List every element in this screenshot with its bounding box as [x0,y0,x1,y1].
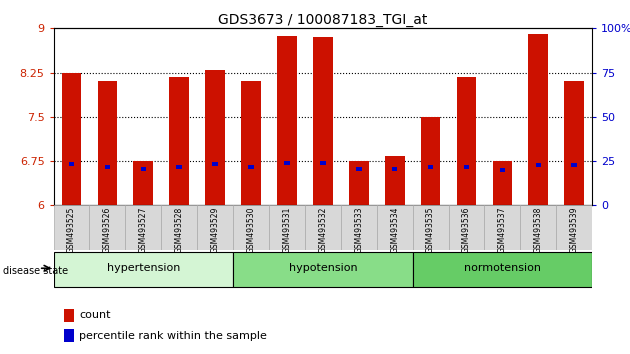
Bar [493,161,512,205]
Bar [564,81,584,205]
Bar [64,309,74,322]
Bar [197,205,233,250]
Text: GSM493534: GSM493534 [390,207,399,253]
Bar [233,251,413,287]
Text: GSM493539: GSM493539 [570,207,579,253]
Text: GSM493529: GSM493529 [210,207,220,253]
Bar [392,167,398,171]
Bar [269,205,305,250]
Text: GSM493531: GSM493531 [282,207,292,253]
Bar [134,161,153,205]
Text: GSM493536: GSM493536 [462,207,471,253]
Text: GSM493528: GSM493528 [175,207,184,253]
Bar [428,165,433,169]
Bar [464,165,469,169]
Bar [500,168,505,172]
Bar [54,205,89,250]
Bar [421,117,440,205]
Text: GSM493535: GSM493535 [426,207,435,253]
Bar [176,165,182,169]
Bar [556,205,592,250]
Bar [529,34,548,205]
Bar [140,167,146,171]
Bar [233,205,269,250]
Title: GDS3673 / 100087183_TGI_at: GDS3673 / 100087183_TGI_at [218,13,428,27]
Bar [284,161,290,165]
Bar [64,329,74,342]
Bar [161,205,197,250]
Bar [484,205,520,250]
Text: GSM493527: GSM493527 [139,207,148,253]
Bar [449,205,484,250]
Bar [62,73,81,205]
Bar [89,205,125,250]
Text: GSM493533: GSM493533 [354,207,364,253]
Bar [125,205,161,250]
Text: normotension: normotension [464,263,541,273]
Bar [169,77,189,205]
Bar [54,251,233,287]
Bar [356,167,362,171]
Bar [341,205,377,250]
Bar [305,205,341,250]
Text: disease state: disease state [3,266,68,276]
Text: percentile rank within the sample: percentile rank within the sample [79,331,267,341]
Text: GSM493530: GSM493530 [246,207,256,253]
Bar [69,162,74,166]
Bar [205,70,225,205]
Bar [413,205,449,250]
Text: count: count [79,310,111,320]
Bar [385,156,404,205]
Bar [320,161,326,165]
Bar [457,77,476,205]
Bar [349,161,369,205]
Bar [98,81,117,205]
Text: GSM493532: GSM493532 [318,207,328,253]
Bar [413,251,592,287]
Bar [212,162,218,166]
Text: GSM493538: GSM493538 [534,207,543,253]
Bar [536,163,541,167]
Bar [520,205,556,250]
Text: hypertension: hypertension [106,263,180,273]
Bar [248,165,254,169]
Bar [377,205,413,250]
Bar [241,81,261,205]
Text: GSM493537: GSM493537 [498,207,507,253]
Text: GSM493525: GSM493525 [67,207,76,253]
Bar [313,37,333,205]
Bar [105,165,110,169]
Text: GSM493526: GSM493526 [103,207,112,253]
Bar [277,36,297,205]
Bar [571,163,577,167]
Text: hypotension: hypotension [289,263,357,273]
